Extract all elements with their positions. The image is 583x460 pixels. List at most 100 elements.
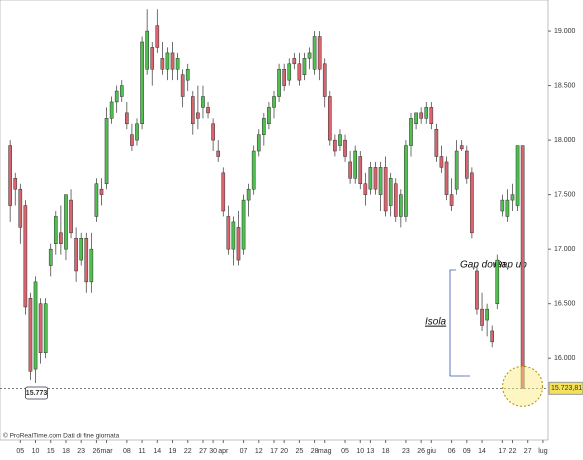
candle-body [439,156,444,168]
candle-body [312,36,317,70]
x-tick-label: 09 [463,448,471,455]
candle-body [520,145,525,389]
candle-body [307,52,312,59]
candle-body [282,68,286,86]
candle-body [343,139,347,157]
candle-body [211,123,215,141]
x-tick-label: 13 [367,448,375,455]
x-tick-label: 07 [240,448,248,455]
candle-body [262,118,266,135]
x-tick-label: 10 [356,448,364,455]
x-tick-label: mag [318,448,332,455]
candle-body [368,167,373,190]
y-tick-label: 16.500 [554,301,576,308]
candle-body [399,194,403,217]
candle-body [353,150,358,179]
x-tick-label: lug [538,448,547,455]
candle-body [38,303,43,354]
candle-body [404,145,408,217]
candle-body [23,205,28,308]
candle-body [495,259,500,304]
candle-body [333,139,337,152]
gap-up-label: Gap up [494,260,527,271]
x-tick-label: 25 [295,448,303,455]
low-marker-label: 15.773 [26,390,48,397]
candle-body [500,199,505,212]
x-tick-label: 23 [402,448,410,455]
candle-body [28,297,33,372]
candle-body [515,145,520,206]
candle-body [322,63,327,97]
x-tick-label: apr [218,448,229,455]
candle-body [338,134,342,146]
x-tick-label: 22 [184,448,192,455]
candle-body [464,150,469,179]
candle-body [130,134,134,146]
candle-body [348,161,352,179]
candle-body [256,134,261,152]
candle-body [145,30,149,70]
candle-body [18,188,23,228]
candle-body [135,123,139,141]
candle-body [292,58,297,65]
x-tick-label: mar [101,448,114,455]
candle-body [79,238,84,261]
candle-body [327,96,332,141]
candle-body [94,183,99,217]
candle-body [206,107,210,114]
x-tick-label: 06 [448,448,456,455]
y-tick-label: 18.000 [554,137,576,144]
candle-body [43,303,48,354]
x-tick-label: 17 [270,448,278,455]
candle-body [272,96,276,108]
x-tick-label: 30 [209,448,217,455]
candle-body [414,112,418,125]
candle-body [150,47,155,70]
y-tick-label: 18.500 [554,82,576,89]
candle-body [125,112,129,125]
candle-body [155,25,160,48]
candle-body [241,199,246,250]
candle-body [251,150,256,190]
candle-body [104,118,109,184]
candle-body [246,188,251,201]
highlight-circle [502,365,544,407]
x-tick-label: 27 [199,448,207,455]
x-tick-label: 17 [498,448,506,455]
candle-body [196,112,200,119]
candle-body [267,107,271,125]
x-tick-label: 14 [153,448,161,455]
candle-body [470,172,474,234]
candle-body [216,150,221,157]
candle-body [459,145,464,150]
candle-body [13,178,18,190]
candle-body [480,308,484,326]
candle-body [302,58,307,75]
x-tick-label: 18 [62,448,70,455]
x-tick-label: 15 [47,448,55,455]
candle-body [444,161,449,195]
gap-down-label: Gap down [460,260,506,271]
candle-body [383,167,388,212]
y-tick-label: 19.000 [554,28,576,35]
candle-body [59,232,63,244]
candle-body [277,68,281,97]
x-tick-label: 26 [417,448,425,455]
candle-body [33,281,38,370]
candle-body [201,96,205,108]
last-price-box [548,381,583,395]
candle-body [175,58,180,70]
footer: © ProRealTime.com Dati di fine giornata [3,432,120,440]
candle-body [226,216,231,250]
candle-body [160,58,165,70]
x-tick-label: 18 [382,448,390,455]
candle-body [89,248,94,283]
candle-body [510,194,515,201]
candle-body [109,101,114,119]
candle-body [64,194,68,250]
candle-body [74,238,78,272]
candle-body [388,178,393,206]
x-tick-label: 05 [341,448,349,455]
candle-body [317,36,322,70]
candle-body [84,238,89,283]
